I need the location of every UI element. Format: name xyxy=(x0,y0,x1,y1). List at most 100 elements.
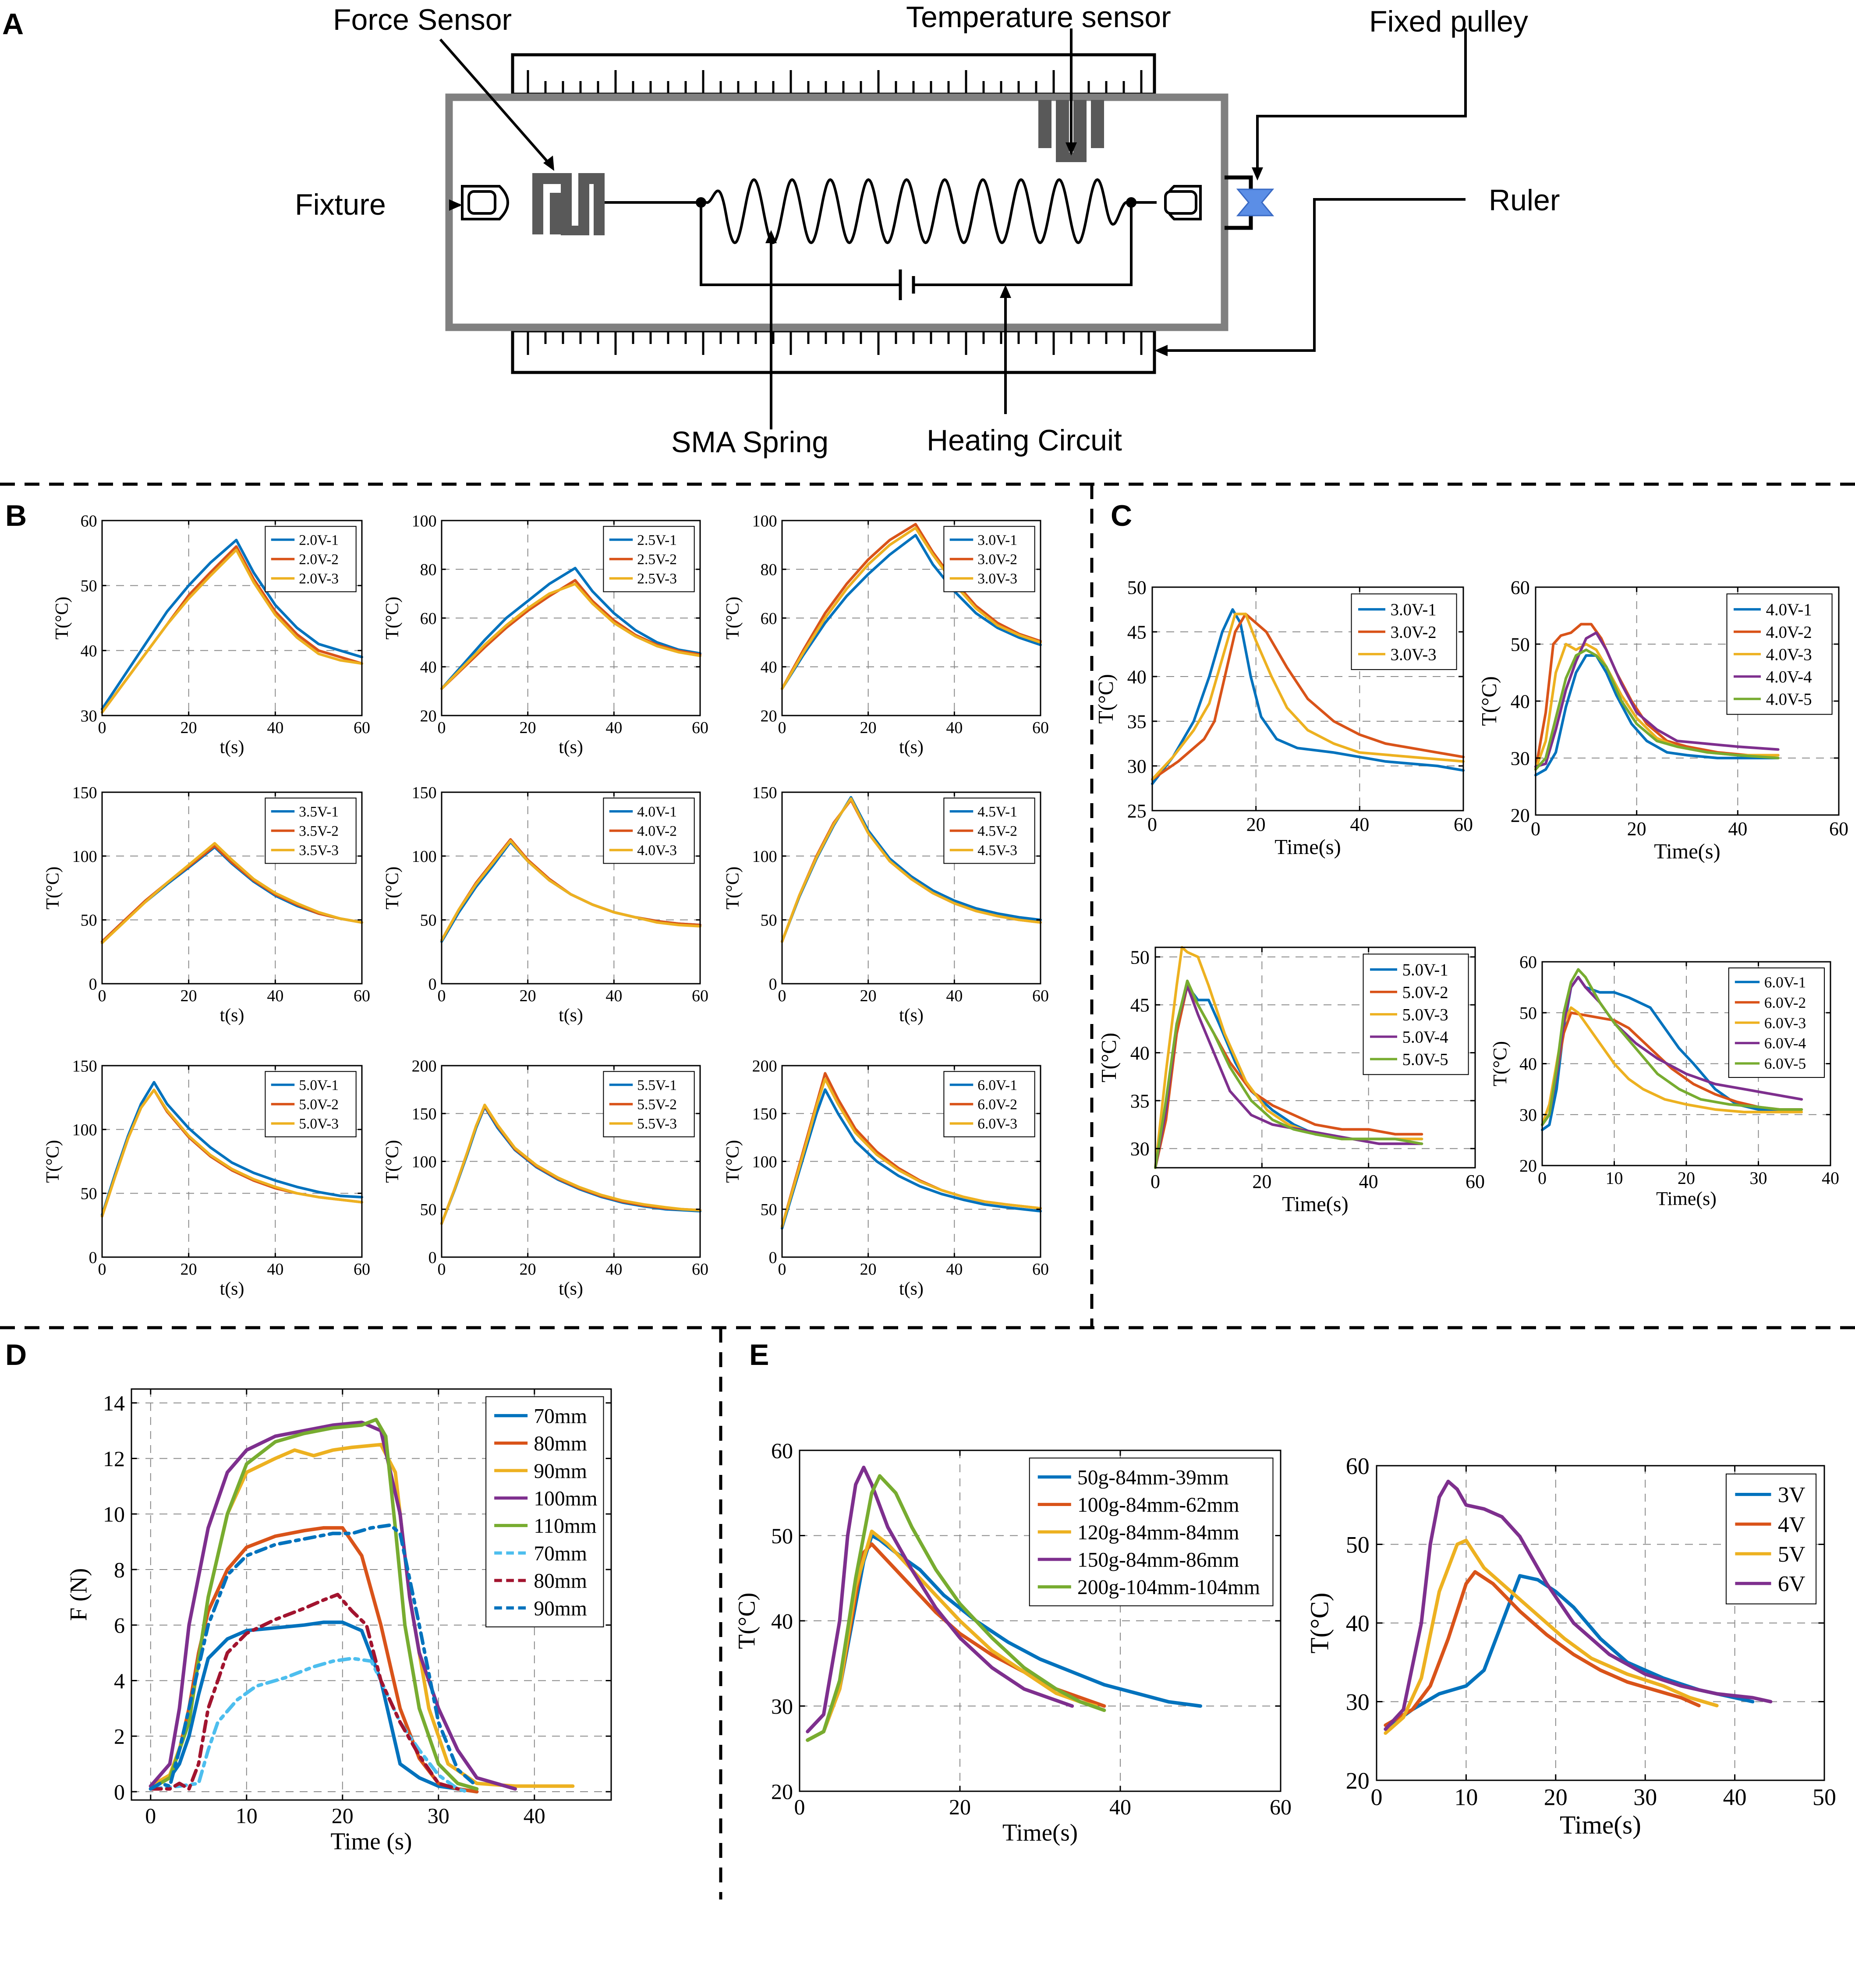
bottom-ruler xyxy=(511,329,1156,374)
series-line-150g-84mm-86mm xyxy=(806,1465,1074,1733)
chart-c4: 0 10 20 30 402030405060Time(s)T(°C)6.0V-16.0… xyxy=(1489,952,1839,1209)
axes-box xyxy=(101,1065,363,1258)
x-tick-label: 60 xyxy=(354,1260,370,1279)
legend-entry: 3.0V-2 xyxy=(977,552,1017,568)
legend-entry: 4.0V-3 xyxy=(1766,645,1812,664)
y-tick-label: 45 xyxy=(1130,995,1150,1016)
top-ruler xyxy=(511,53,1156,96)
x-axis-label: t(s) xyxy=(559,1279,583,1299)
x-tick-label: 20 xyxy=(1252,1171,1271,1192)
x-tick-label: 20 xyxy=(860,1260,877,1279)
y-tick-label: 100 xyxy=(412,1153,437,1171)
arrow-force-sensor xyxy=(439,39,551,165)
y-tick-label: 60 xyxy=(1511,577,1530,598)
legend-entry: 70mm xyxy=(534,1542,587,1565)
legend: 4.0V-1 4.0V-2 4.0V-3 4.0V-4 4.0V-5 xyxy=(1726,593,1833,715)
legend-entry: 4.0V-2 xyxy=(1766,623,1812,641)
y-axis-label: T(°C) xyxy=(723,1140,743,1183)
series-line-3-0v-3 xyxy=(781,526,1042,690)
y-tick-label: 50 xyxy=(1130,946,1150,968)
x-tick-label: 20 xyxy=(1246,814,1266,835)
grid xyxy=(1377,1466,1824,1780)
x-tick-label: 20 xyxy=(949,1795,971,1819)
x-tick-label: 60 xyxy=(1454,814,1473,835)
legend-entry: 3.0V-3 xyxy=(977,571,1017,587)
y-tick-label: 0 xyxy=(114,1779,125,1804)
y-axis-label: T(°C) xyxy=(1094,674,1118,723)
x-axis-label: t(s) xyxy=(220,1279,244,1299)
y-tick-label: 50 xyxy=(81,911,97,930)
y-tick-label: 100 xyxy=(752,1153,777,1171)
legend-entry: 5.0V-2 xyxy=(299,1097,339,1113)
x-axis-label: t(s) xyxy=(559,1006,583,1026)
chart-b2: 0 20 40 6020406080100t(s)T(°C)2.5V-12.5V-22… xyxy=(382,512,708,757)
legend-entry: 50g-84mm-39mm xyxy=(1077,1466,1229,1489)
legend-entry: 4.0V-4 xyxy=(1766,668,1812,687)
series-line-4-0v-3 xyxy=(440,839,701,942)
frame xyxy=(445,93,1228,331)
legend: 2.0V-1 2.0V-2 2.0V-3 xyxy=(265,526,357,592)
x-tick-label: 40 xyxy=(267,719,283,737)
x-tick-label: 10 xyxy=(236,1804,258,1828)
y-tick-label: 80 xyxy=(420,561,437,579)
y-tick-label: 100 xyxy=(412,512,437,530)
x-tick-label: 40 xyxy=(605,719,622,737)
legend-entry: 6.0V-3 xyxy=(977,1116,1017,1132)
x-tick-label: 60 xyxy=(692,719,708,737)
legend: 4.0V-1 4.0V-2 4.0V-3 xyxy=(603,797,695,864)
y-tick-label: 150 xyxy=(72,783,97,802)
y-axis-label: T(°C) xyxy=(43,867,63,910)
x-tick-label: 60 xyxy=(1032,987,1049,1005)
legend-entry: 100g-84mm-62mm xyxy=(1077,1494,1239,1517)
x-tick-label: 20 xyxy=(520,987,536,1005)
legend-entry: 2.0V-1 xyxy=(299,532,339,548)
legend-entry: 5.0V-1 xyxy=(299,1077,339,1093)
legend-entry: 4.5V-3 xyxy=(977,843,1017,859)
y-tick-label: 0 xyxy=(769,975,777,993)
y-tick-label: 0 xyxy=(428,1248,437,1267)
y-tick-label: 30 xyxy=(1346,1689,1370,1715)
legend-entry: 80mm xyxy=(534,1432,587,1455)
y-tick-label: 35 xyxy=(1130,1090,1150,1112)
x-tick-label: 40 xyxy=(605,1260,622,1279)
chart-b1: 0 20 40 6030405060t(s)T(°C)2.0V-12.0V-22.0V… xyxy=(52,512,370,757)
legend-entry: 5.5V-1 xyxy=(637,1077,677,1093)
x-tick-label: 60 xyxy=(692,1260,708,1279)
x-tick-label: 40 xyxy=(524,1804,545,1828)
y-tick-label: 20 xyxy=(771,1779,793,1804)
chart-c2: 0 20 40 602030405060Time(s)T(°C)4.0V-14.0V-… xyxy=(1478,577,1848,863)
series-line-2-0v-3 xyxy=(101,548,363,714)
y-tick-label: 40 xyxy=(1519,1054,1537,1074)
chart-b5: 0 20 40 60050100150t(s)T(°C)4.0V-14.0V-24.0… xyxy=(382,783,708,1025)
x-tick-label: 0 xyxy=(438,987,446,1005)
series-line-110mm xyxy=(149,1417,479,1791)
x-tick-label: 30 xyxy=(428,1804,450,1828)
legend-entry: 6.0V-1 xyxy=(977,1077,1017,1093)
x-tick-label: 0 xyxy=(778,987,786,1005)
x-tick-label: 40 xyxy=(1359,1171,1378,1192)
y-tick-label: 50 xyxy=(761,911,777,930)
label-temperature-sensor: Temperature sensor xyxy=(906,0,1171,34)
y-tick-label: 150 xyxy=(72,1057,97,1075)
x-axis-label: Time(s) xyxy=(1560,1811,1641,1839)
series-line-5v xyxy=(1384,1538,1719,1735)
axes-box xyxy=(1151,586,1464,812)
x-axis-label: Time(s) xyxy=(1002,1819,1078,1846)
legend-entry: 6V xyxy=(1778,1572,1805,1597)
y-tick-label: 50 xyxy=(81,577,97,595)
x-tick-label: 0 xyxy=(98,987,106,1005)
y-tick-label: 50 xyxy=(420,911,437,930)
y-tick-label: 50 xyxy=(420,1201,437,1219)
x-tick-label: 0 xyxy=(794,1795,805,1819)
y-tick-label: 50 xyxy=(771,1524,793,1548)
series-line-5-5v-3 xyxy=(440,1103,701,1225)
chart-b6: 0 20 40 60050100150t(s)T(°C)4.5V-14.5V-24.5… xyxy=(723,783,1049,1025)
y-tick-label: 2 xyxy=(114,1724,125,1749)
legend-entry: 4.0V-5 xyxy=(1766,690,1812,709)
y-tick-label: 50 xyxy=(761,1201,777,1219)
legend-entry: 3.0V-3 xyxy=(1391,645,1437,664)
chart-b4: 0 20 40 60050100150t(s)T(°C)3.5V-13.5V-23.5… xyxy=(43,783,370,1025)
series-line-3-0v-3 xyxy=(1151,613,1465,781)
y-tick-label: 20 xyxy=(1511,804,1530,826)
y-tick-label: 12 xyxy=(103,1446,125,1471)
